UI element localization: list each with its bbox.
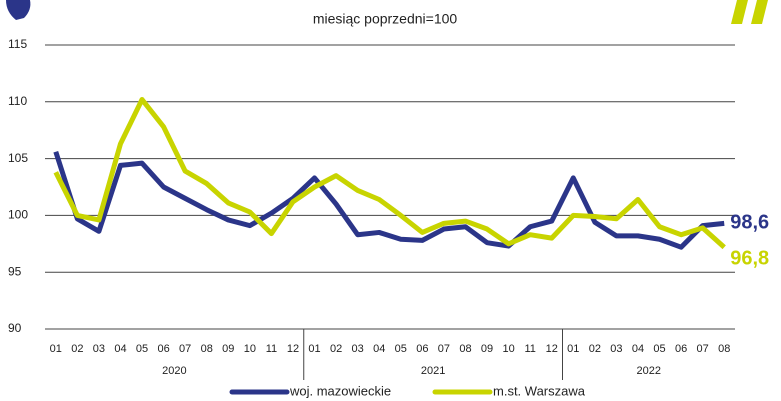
x-tick-label: 03 (610, 343, 622, 355)
y-tick-label: 110 (8, 94, 27, 108)
x-tick-label: 03 (93, 343, 105, 355)
x-tick-label: 09 (481, 343, 493, 355)
x-tick-label: 08 (201, 343, 213, 355)
x-tick-label: 11 (266, 343, 277, 355)
x-tick-label: 02 (330, 343, 342, 355)
x-tick-label: 10 (244, 343, 256, 355)
x-tick-label: 11 (524, 343, 535, 355)
x-tick-label: 06 (416, 343, 428, 355)
x-tick-label: 08 (718, 343, 730, 355)
x-tick-label: 08 (459, 343, 471, 355)
y-tick-label: 95 (8, 264, 22, 278)
x-tick-label: 12 (287, 343, 299, 355)
x-tick-label: 01 (567, 343, 579, 355)
quote-decoration (6, 0, 30, 20)
x-tick-label: 12 (546, 343, 558, 355)
end-label: 96,8 (730, 247, 769, 269)
x-tick-label: 06 (675, 343, 687, 355)
y-tick-label: 90 (8, 321, 22, 335)
x-group-label: 2020 (162, 365, 186, 377)
x-tick-label: 01 (50, 343, 62, 355)
legend-label: woj. mazowieckie (289, 383, 391, 398)
x-tick-label: 06 (157, 343, 169, 355)
series-line (56, 152, 724, 247)
x-tick-label: 01 (308, 343, 320, 355)
series-line (56, 100, 724, 248)
x-tick-label: 07 (179, 343, 191, 355)
x-tick-label: 03 (352, 343, 364, 355)
x-tick-label: 10 (502, 343, 514, 355)
chart-title: miesiąc poprzedni=100 (313, 11, 458, 27)
y-tick-label: 100 (8, 208, 28, 222)
end-label: 98,6 (730, 212, 769, 234)
x-tick-label: 04 (373, 343, 385, 355)
x-group-label: 2021 (421, 365, 445, 377)
x-tick-label: 07 (697, 343, 709, 355)
x-tick-label: 05 (653, 343, 665, 355)
x-tick-label: 09 (222, 343, 234, 355)
x-tick-label: 07 (438, 343, 450, 355)
x-group-label: 2022 (637, 365, 661, 377)
x-tick-label: 05 (395, 343, 407, 355)
x-tick-label: 05 (136, 343, 148, 355)
legend-label: m.st. Warszawa (493, 383, 586, 398)
x-tick-label: 04 (632, 343, 644, 355)
y-tick-label: 115 (8, 37, 27, 51)
x-tick-label: 02 (71, 343, 83, 355)
x-tick-label: 02 (589, 343, 601, 355)
quote-decoration (731, 0, 768, 24)
chart: miesiąc poprzedni=100 909510010511011501… (0, 0, 781, 401)
x-tick-label: 04 (114, 343, 126, 355)
y-tick-label: 105 (8, 151, 28, 165)
